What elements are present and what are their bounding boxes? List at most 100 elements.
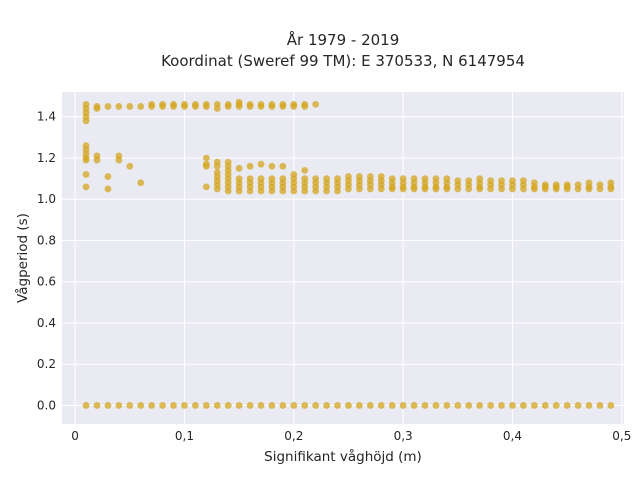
data-point	[301, 187, 309, 195]
data-point	[377, 185, 385, 193]
data-point	[93, 402, 101, 409]
data-point	[541, 402, 549, 409]
x-tick-label: 0,5	[612, 429, 631, 443]
y-tick-label: 0.0	[37, 398, 56, 412]
data-point	[279, 187, 287, 195]
data-point	[181, 402, 188, 409]
data-point	[399, 402, 407, 409]
data-point	[410, 185, 418, 193]
data-point	[224, 187, 232, 195]
data-point	[213, 100, 221, 108]
data-point	[148, 402, 156, 409]
data-point	[323, 402, 330, 409]
data-points	[82, 98, 615, 409]
data-point	[334, 402, 341, 409]
data-point	[585, 402, 593, 409]
data-point	[279, 402, 287, 409]
data-point	[432, 185, 440, 193]
data-point	[345, 402, 352, 409]
x-tick-label: 0,3	[394, 429, 413, 443]
x-axis-label: Signifikant våghöjd (m)	[264, 448, 422, 465]
y-tick-label: 0.2	[37, 357, 56, 371]
data-point	[366, 185, 374, 193]
data-point	[345, 185, 352, 193]
data-point	[498, 402, 505, 409]
data-point	[399, 185, 407, 193]
data-point	[235, 402, 243, 409]
data-point	[541, 185, 549, 193]
data-point	[126, 162, 134, 170]
data-point	[246, 187, 254, 195]
data-point	[356, 185, 363, 193]
data-point	[366, 402, 374, 409]
data-point	[323, 187, 330, 195]
data-point	[388, 402, 396, 409]
data-point	[93, 156, 101, 164]
data-point	[388, 185, 396, 193]
data-point	[421, 185, 429, 193]
data-point	[82, 183, 90, 191]
data-point	[268, 402, 276, 409]
data-point	[487, 185, 495, 193]
data-point	[421, 402, 429, 409]
data-point	[596, 185, 604, 193]
data-point	[312, 402, 320, 409]
data-point	[301, 402, 309, 409]
data-point	[159, 402, 166, 409]
data-point	[443, 402, 451, 409]
data-point	[257, 100, 265, 108]
data-point	[191, 100, 199, 108]
data-point	[301, 166, 309, 174]
data-point	[213, 185, 221, 193]
data-point	[224, 402, 232, 409]
chart-title-line1: År 1979 - 2019	[287, 30, 400, 49]
data-point	[257, 160, 265, 168]
data-point	[104, 185, 112, 193]
x-tick-label: 0,2	[284, 429, 303, 443]
data-point	[202, 183, 210, 191]
data-point	[235, 164, 243, 172]
data-point	[476, 402, 484, 409]
data-point	[202, 162, 210, 170]
data-point	[301, 100, 309, 108]
data-point	[213, 162, 221, 170]
chart-title-line2: Koordinat (Sweref 99 TM): E 370533, N 61…	[161, 52, 525, 70]
x-tick-label: 0,1	[175, 429, 194, 443]
data-point	[246, 162, 254, 170]
data-point	[115, 103, 123, 110]
data-point	[82, 171, 90, 178]
data-point	[377, 402, 385, 409]
data-point	[530, 185, 538, 193]
data-point	[465, 402, 473, 409]
data-point	[148, 100, 156, 108]
data-point	[181, 100, 188, 108]
data-point	[279, 100, 287, 108]
data-point	[563, 185, 571, 193]
data-point	[246, 402, 254, 409]
data-point	[235, 187, 243, 195]
data-point	[137, 402, 145, 409]
data-point	[202, 154, 210, 162]
data-point	[213, 402, 221, 409]
data-point	[137, 103, 145, 110]
data-point	[170, 402, 177, 409]
data-point	[115, 156, 123, 164]
data-point	[268, 162, 276, 170]
data-point	[520, 402, 527, 409]
data-point	[465, 185, 473, 193]
data-point	[334, 187, 341, 195]
data-point	[235, 98, 243, 106]
data-point	[410, 402, 418, 409]
data-point	[159, 100, 166, 108]
data-point	[454, 185, 462, 193]
data-point	[170, 100, 177, 108]
data-point	[443, 185, 451, 193]
data-point	[279, 162, 287, 170]
data-point	[574, 402, 582, 409]
y-tick-label: 0.6	[37, 275, 56, 289]
data-point	[530, 402, 538, 409]
data-point	[202, 100, 210, 108]
data-point	[552, 185, 560, 193]
